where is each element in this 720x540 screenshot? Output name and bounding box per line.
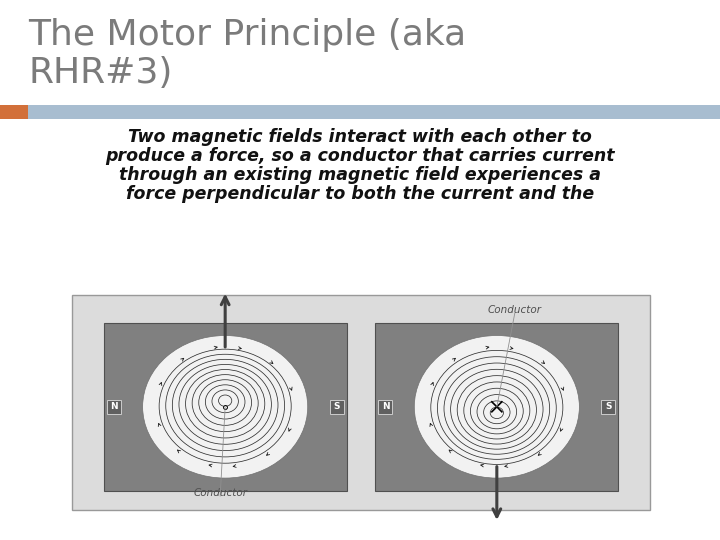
Text: The Motor Principle (aka: The Motor Principle (aka	[28, 18, 466, 52]
Bar	[601, 400, 615, 414]
Bar	[379, 400, 392, 414]
Text: S: S	[605, 402, 611, 411]
Text: N: N	[382, 402, 390, 411]
Bar	[107, 400, 121, 414]
Ellipse shape	[414, 335, 580, 478]
Text: RHR#3): RHR#3)	[28, 56, 172, 90]
Ellipse shape	[143, 335, 307, 478]
Text: Conductor: Conductor	[488, 305, 542, 315]
Text: force perpendicular to both the current and the: force perpendicular to both the current …	[126, 185, 594, 203]
Text: through an existing magnetic field experiences a: through an existing magnetic field exper…	[119, 166, 601, 184]
Bar	[0, 105, 28, 119]
Text: N: N	[110, 402, 117, 411]
Text: S: S	[333, 402, 340, 411]
Bar	[28, 105, 720, 119]
Text: produce a force, so a conductor that carries current: produce a force, so a conductor that car…	[105, 147, 615, 165]
Text: Two magnetic fields interact with each other to: Two magnetic fields interact with each o…	[128, 128, 592, 146]
Bar	[104, 323, 346, 491]
Bar	[375, 323, 618, 491]
Bar	[72, 295, 650, 510]
Text: Conductor: Conductor	[193, 488, 247, 498]
Bar	[330, 400, 343, 414]
